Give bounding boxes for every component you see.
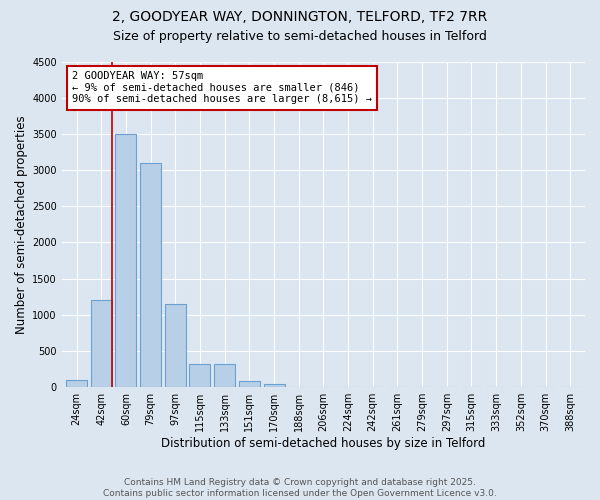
Bar [66, 380, 87, 387]
Text: 2, GOODYEAR WAY, DONNINGTON, TELFORD, TF2 7RR: 2, GOODYEAR WAY, DONNINGTON, TELFORD, TF… [112, 10, 488, 24]
Bar [263, 384, 284, 387]
Y-axis label: Number of semi-detached properties: Number of semi-detached properties [15, 115, 28, 334]
Bar [165, 304, 186, 387]
Text: 2 GOODYEAR WAY: 57sqm
← 9% of semi-detached houses are smaller (846)
90% of semi: 2 GOODYEAR WAY: 57sqm ← 9% of semi-detac… [72, 72, 372, 104]
Bar [115, 134, 136, 387]
Bar [140, 163, 161, 387]
Text: Size of property relative to semi-detached houses in Telford: Size of property relative to semi-detach… [113, 30, 487, 43]
Bar [91, 300, 112, 387]
X-axis label: Distribution of semi-detached houses by size in Telford: Distribution of semi-detached houses by … [161, 437, 485, 450]
Bar [214, 364, 235, 387]
Bar [190, 364, 211, 387]
Text: Contains HM Land Registry data © Crown copyright and database right 2025.
Contai: Contains HM Land Registry data © Crown c… [103, 478, 497, 498]
Bar [239, 380, 260, 387]
